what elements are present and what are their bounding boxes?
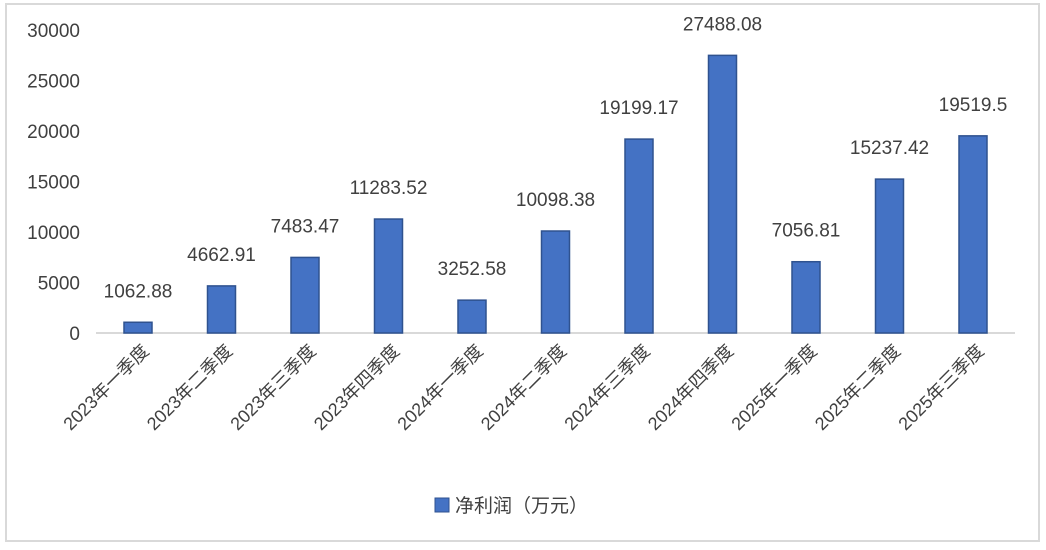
data-label: 27488.08 <box>683 14 762 35</box>
bar[interactable] <box>707 54 738 334</box>
y-axis: 0 5000 10000 15000 20000 25000 30000 <box>27 21 80 345</box>
x-axis-labels: 2023年一季度2023年二季度2023年三季度2023年四季度2024年一季度… <box>59 341 987 434</box>
y-tick-label: 30000 <box>27 21 80 42</box>
bar[interactable] <box>791 260 821 334</box>
y-tick-label: 15000 <box>27 173 80 194</box>
x-tick-label: 2024年一季度 <box>393 341 486 434</box>
bar[interactable] <box>540 230 571 334</box>
data-label: 11283.52 <box>350 178 428 199</box>
legend-swatch-icon <box>434 497 450 513</box>
bars <box>123 54 988 334</box>
bar[interactable] <box>206 285 237 334</box>
legend[interactable]: 净利润（万元） <box>434 495 588 517</box>
chart-frame <box>5 3 1040 542</box>
bar[interactable] <box>457 299 487 334</box>
x-tick-label: 2023年一季度 <box>59 341 152 434</box>
data-label: 15237.42 <box>850 138 929 159</box>
bar[interactable] <box>958 135 988 334</box>
data-label: 1062.88 <box>104 281 173 302</box>
bar[interactable] <box>373 218 404 334</box>
y-tick-label: 20000 <box>27 122 80 143</box>
x-tick-label: 2023年四季度 <box>310 341 403 434</box>
x-tick-label: 2024年三季度 <box>560 341 653 434</box>
y-tick-label: 5000 <box>38 274 80 295</box>
y-tick-label: 10000 <box>27 223 80 244</box>
y-tick-label: 0 <box>69 324 80 345</box>
bar[interactable] <box>123 321 153 334</box>
y-tick-label: 25000 <box>27 72 80 93</box>
data-label: 3252.58 <box>438 259 507 280</box>
data-label: 10098.38 <box>516 190 595 211</box>
data-label: 7483.47 <box>271 216 340 237</box>
x-tick-label: 2023年三季度 <box>226 341 319 434</box>
x-tick-label: 2024年四季度 <box>644 341 737 434</box>
data-label: 7056.81 <box>772 221 841 242</box>
bar[interactable] <box>624 138 654 334</box>
data-label: 19199.17 <box>599 98 678 119</box>
x-tick-label: 2023年二季度 <box>143 341 236 434</box>
x-tick-label: 2025年二季度 <box>811 341 904 434</box>
bar[interactable] <box>290 256 320 334</box>
data-label: 4662.91 <box>187 245 256 266</box>
data-labels: 1062.88 4662.91 7483.47 11283.52 3252.58 1009… <box>104 14 1008 302</box>
legend-label: 净利润（万元） <box>455 495 588 517</box>
x-tick-label: 2025年三季度 <box>894 341 987 434</box>
x-tick-label: 2025年一季度 <box>727 341 820 434</box>
bar[interactable] <box>874 178 905 334</box>
x-tick-label: 2024年二季度 <box>477 341 570 434</box>
data-label: 19519.5 <box>939 95 1008 116</box>
